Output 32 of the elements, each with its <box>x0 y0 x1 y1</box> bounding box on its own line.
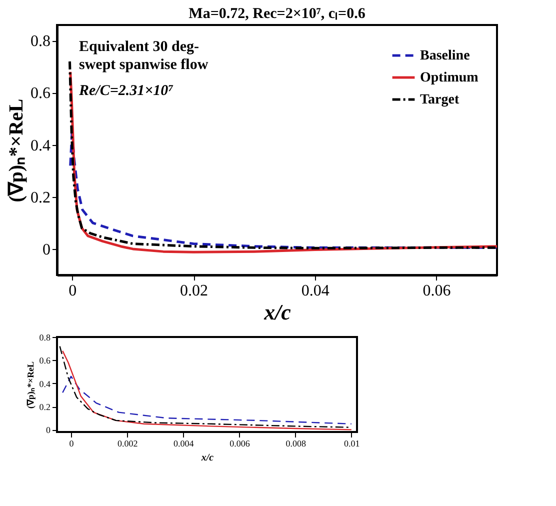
y-tick-label: 0.6 <box>30 85 50 102</box>
y-tick-label: 0.4 <box>39 378 51 389</box>
legend-label: Target <box>420 92 460 108</box>
x-tick-label: 0.01 <box>344 438 360 448</box>
y-tick-label: 0.8 <box>30 33 50 50</box>
x-tick-label: 0.002 <box>117 438 138 448</box>
line-series <box>62 376 352 424</box>
legend-label: Baseline <box>420 48 470 64</box>
x-tick-label: 0.008 <box>286 438 306 448</box>
legend-label: Optimum <box>420 70 479 86</box>
x-tick-label: 0 <box>68 282 77 300</box>
annotation: Re/C=2.31×10⁷ <box>78 83 174 99</box>
x-tick-label: 0.04 <box>301 282 330 300</box>
x-tick-label: 0.006 <box>230 438 250 448</box>
y-tick-label: 0 <box>46 425 51 436</box>
y-axis-title: (∇p)ₙ*×ReL <box>25 361 36 409</box>
annotation: swept spanwise flow <box>79 57 208 73</box>
annotation: Equivalent 30 deg- <box>79 39 200 55</box>
y-tick-label: 0.6 <box>39 356 51 366</box>
x-tick-label: 0.02 <box>180 282 208 300</box>
y-tick-label: 0.2 <box>39 402 50 412</box>
y-axis-title: (∇p)ₙ*×ReL <box>6 98 28 202</box>
x-tick-label: 0.004 <box>174 438 194 448</box>
x-tick-label: 0.06 <box>422 282 451 300</box>
chart-title: Ma=0.72, Rec=2×10⁷, cₗ=0.6 <box>188 6 366 22</box>
x-axis-title: x/c <box>263 300 292 324</box>
y-tick-label: 0 <box>42 241 50 258</box>
y-tick-label: 0.8 <box>39 332 51 342</box>
x-tick-label: 0 <box>69 438 74 448</box>
y-tick-label: 0.2 <box>30 189 50 206</box>
x-axis-title: x/c <box>200 452 214 464</box>
y-tick-label: 0.4 <box>30 137 50 154</box>
